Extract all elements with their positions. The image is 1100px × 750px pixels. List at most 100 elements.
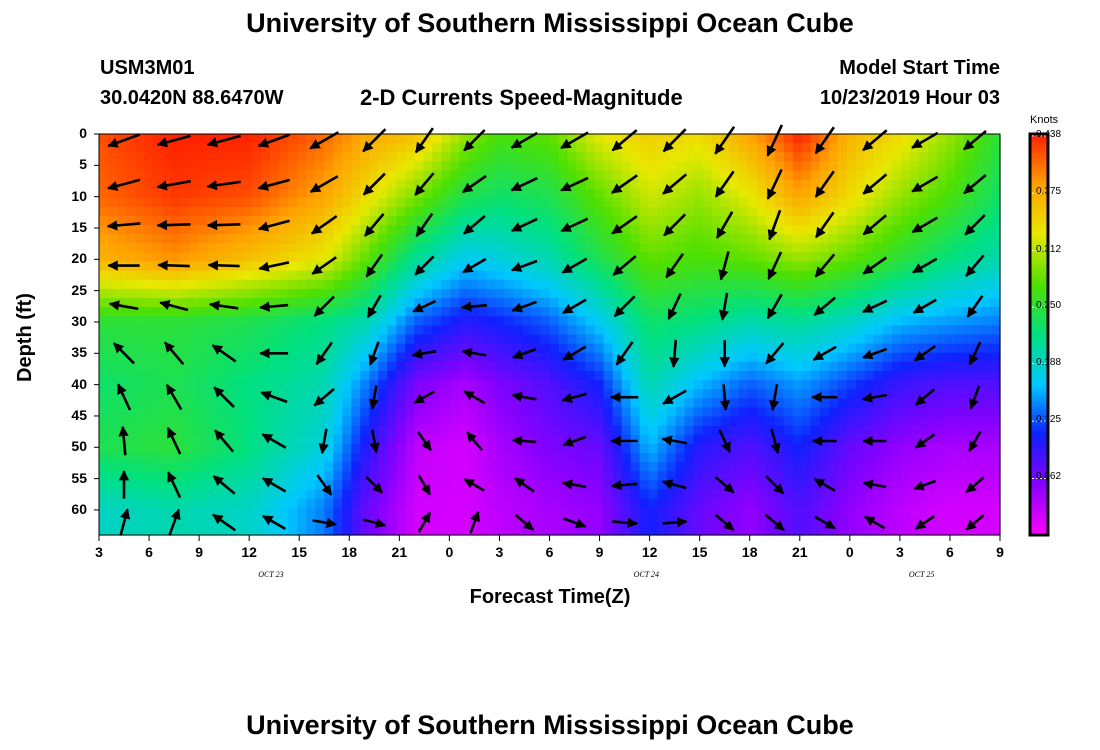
- heatmap-cell: [270, 398, 280, 409]
- heatmap-cell: [225, 298, 235, 308]
- heatmap-cell: [180, 179, 190, 190]
- heatmap-cell: [432, 170, 442, 181]
- heatmap-cell: [99, 380, 109, 390]
- heatmap-cell: [486, 143, 497, 153]
- heatmap-cell: [126, 234, 136, 244]
- heatmap-cell: [585, 270, 596, 281]
- heatmap-cell: [324, 452, 334, 463]
- heatmap-cell: [918, 143, 929, 153]
- heatmap-cell: [432, 197, 442, 208]
- heatmap-cell: [675, 197, 686, 208]
- current-vector-arrow: [466, 431, 483, 451]
- heatmap-cell: [864, 380, 875, 390]
- heatmap-cell: [207, 307, 217, 317]
- heatmap-cell: [441, 279, 451, 290]
- heatmap-cell: [306, 452, 316, 463]
- heatmap-cell: [963, 471, 974, 481]
- heatmap-cell: [360, 161, 370, 172]
- current-vector-arrow: [561, 257, 588, 274]
- current-vector-arrow: [814, 126, 835, 155]
- heatmap-cell: [135, 225, 145, 235]
- current-vector-arrow: [368, 341, 380, 366]
- heatmap-cell: [531, 225, 542, 235]
- heatmap-cell: [585, 225, 596, 235]
- heatmap-cell: [153, 343, 163, 354]
- heatmap-cell: [972, 179, 983, 190]
- heatmap-cell: [738, 216, 749, 226]
- heatmap-cell: [306, 434, 316, 445]
- heatmap-cell: [513, 279, 524, 290]
- heatmap-cell: [594, 398, 605, 409]
- heatmap-cell: [549, 516, 560, 527]
- heatmap-cell: [360, 307, 370, 317]
- heatmap-cell: [216, 288, 226, 299]
- heatmap-cell: [810, 462, 821, 472]
- heatmap-cell: [837, 480, 848, 491]
- heatmap-cell: [216, 380, 226, 390]
- heatmap-cell: [891, 234, 902, 244]
- heatmap-cell: [819, 334, 830, 345]
- heatmap-cell: [243, 489, 253, 500]
- heatmap-cell: [522, 288, 533, 299]
- heatmap-cell: [522, 352, 533, 363]
- heatmap-cell: [189, 188, 199, 199]
- heatmap-cell: [351, 489, 361, 500]
- heatmap-cell: [477, 307, 488, 317]
- heatmap-cell: [504, 288, 515, 299]
- heatmap-cell: [288, 480, 298, 491]
- heatmap-cell: [909, 279, 920, 290]
- heatmap-cell: [126, 243, 136, 254]
- heatmap-cell: [612, 416, 623, 427]
- heatmap-cell: [801, 334, 812, 345]
- heatmap-cell: [585, 170, 596, 181]
- heatmap-cell: [306, 298, 316, 308]
- heatmap-cell: [216, 462, 226, 472]
- heatmap-cell: [108, 434, 118, 445]
- heatmap-cell: [900, 380, 911, 390]
- heatmap-cell: [936, 252, 947, 263]
- heatmap-cell: [567, 134, 578, 144]
- heatmap-cell: [324, 325, 334, 336]
- heatmap-cell: [639, 525, 650, 536]
- heatmap-cell: [342, 480, 352, 491]
- heatmap-cell: [495, 234, 506, 244]
- heatmap-cell: [360, 325, 370, 336]
- heatmap-cell: [270, 507, 280, 518]
- heatmap-cell: [540, 389, 551, 399]
- heatmap-cell: [288, 261, 298, 272]
- y-tick-label: 0: [79, 125, 87, 141]
- heatmap-cell: [477, 380, 488, 390]
- heatmap-cell: [225, 316, 235, 326]
- heatmap-cell: [243, 179, 253, 190]
- heatmap-cell: [495, 252, 506, 263]
- heatmap-cell: [846, 225, 857, 235]
- heatmap-cell: [504, 216, 515, 226]
- heatmap-cell: [135, 352, 145, 363]
- heatmap-cell: [738, 343, 749, 354]
- heatmap-cell: [945, 261, 956, 272]
- heatmap-cell: [792, 188, 803, 199]
- heatmap-cell: [486, 279, 497, 290]
- heatmap-cell: [189, 279, 199, 290]
- heatmap-cell: [504, 443, 515, 454]
- heatmap-cell: [279, 234, 289, 244]
- heatmap-cell: [207, 334, 217, 345]
- heatmap-cell: [189, 380, 199, 390]
- heatmap-cell: [540, 170, 551, 181]
- heatmap-cell: [900, 252, 911, 263]
- heatmap-cell: [171, 143, 181, 153]
- heatmap-cell: [297, 216, 307, 226]
- current-vector-arrow: [119, 508, 131, 536]
- heatmap-cell: [603, 425, 614, 436]
- heatmap-cell: [441, 161, 451, 172]
- heatmap-cell: [243, 480, 253, 491]
- heatmap-cell: [162, 407, 172, 418]
- heatmap-cell: [270, 425, 280, 436]
- heatmap-cell: [513, 525, 524, 536]
- heatmap-cell: [954, 462, 965, 472]
- heatmap-cell: [675, 325, 686, 336]
- heatmap-cell: [729, 489, 740, 500]
- heatmap-cell: [720, 416, 731, 427]
- heatmap-cell: [243, 288, 253, 299]
- heatmap-cell: [189, 516, 199, 527]
